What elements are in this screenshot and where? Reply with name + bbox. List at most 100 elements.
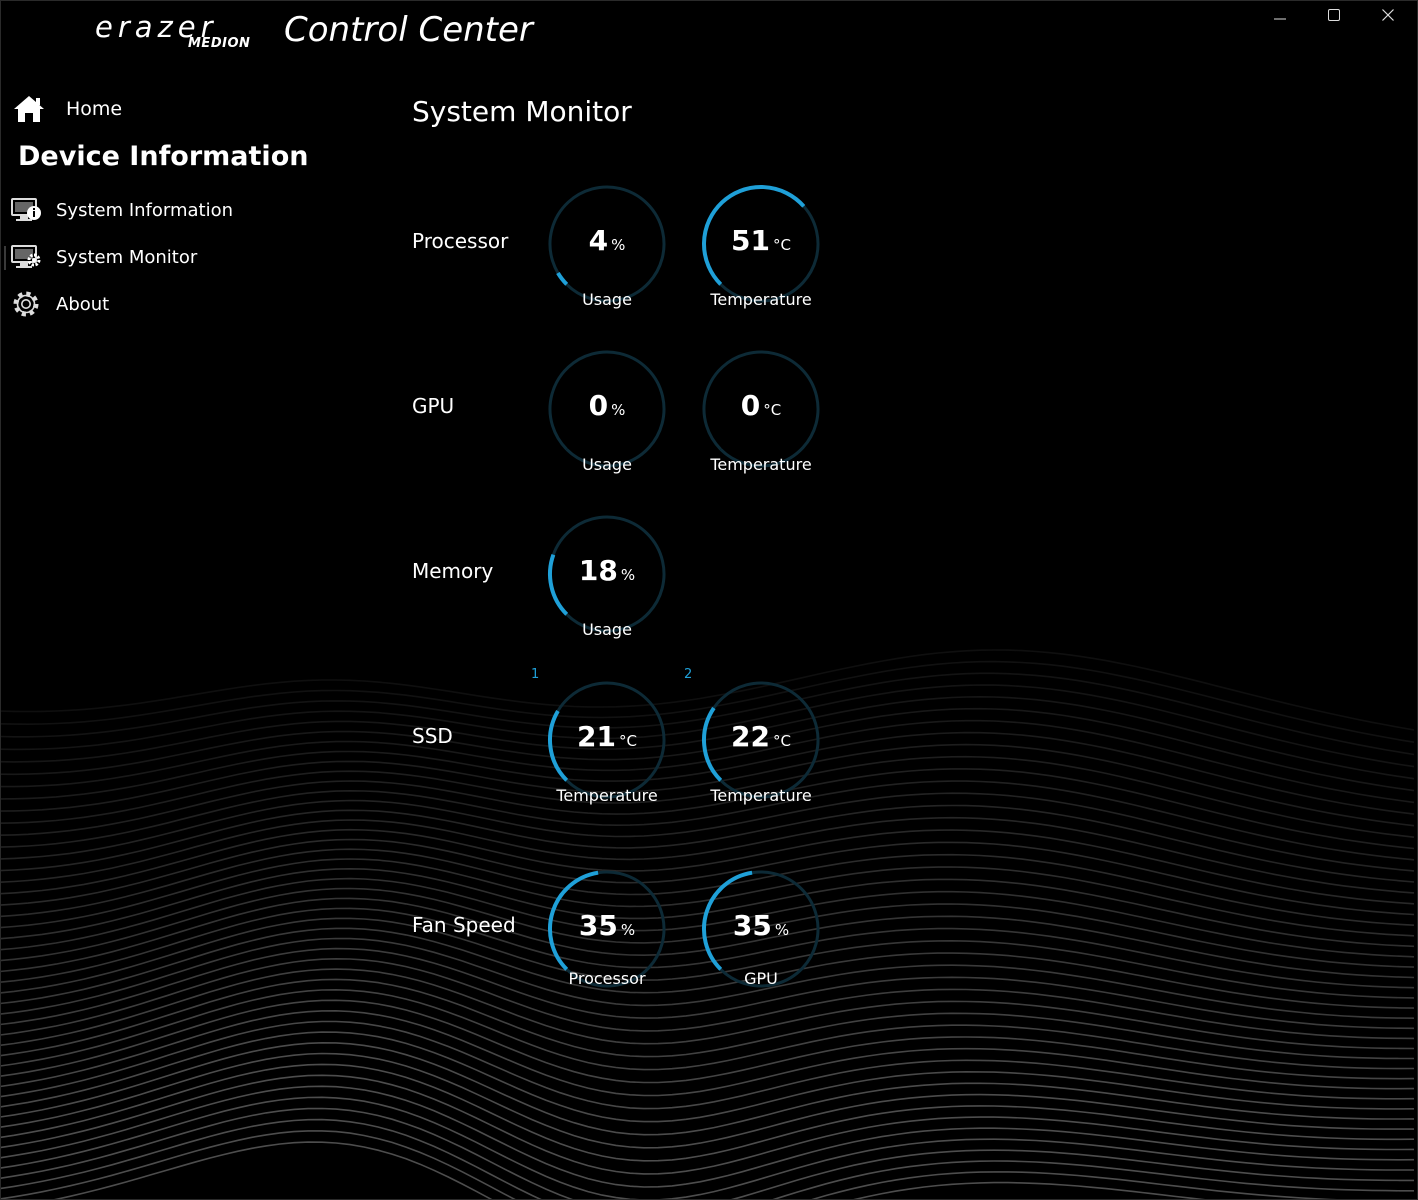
section-title: Device Information [18, 141, 309, 172]
wave-line [0, 927, 1415, 1009]
gauge-label: Usage [582, 620, 632, 639]
gauge-fill [702, 185, 806, 286]
gauge-fill [556, 271, 569, 286]
wave-line [0, 957, 1415, 1040]
gauge-ring [702, 350, 820, 468]
wave-line [48, 1141, 1215, 1200]
page-title: System Monitor [412, 95, 632, 128]
wave-line [0, 768, 1415, 850]
gauge-value: 22 [731, 720, 770, 753]
gauge-ring [548, 870, 666, 988]
sidebar-item-label: System Information [56, 199, 234, 221]
wave-line [0, 743, 1415, 827]
gauge-unit: °C [763, 401, 782, 419]
row-label-processor: Processor [412, 229, 509, 253]
gpu-usage-gauge: 0% Usage [545, 349, 669, 479]
row-label-ssd: SSD [412, 724, 453, 748]
fan-processor-gauge: 35% Processor [545, 869, 669, 999]
ssd2-temperature-gauge: 22 °C Temperature [699, 680, 823, 810]
wave-line [0, 999, 1415, 1084]
gear-icon [13, 291, 39, 317]
gauge-track [702, 350, 820, 468]
gauge-track [548, 350, 666, 468]
gauge-unit: % [620, 921, 636, 939]
minimize-button[interactable] [1260, 8, 1300, 32]
gauge-unit: % [774, 921, 790, 939]
gauge-fill [702, 706, 723, 782]
gauge-unit: % [611, 236, 626, 254]
close-icon [1382, 9, 1394, 21]
sidebar-item-system-information[interactable]: System Information [10, 195, 233, 225]
wave-line [0, 1009, 1415, 1097]
wave-line [0, 816, 1415, 894]
gauge-fill [548, 709, 569, 782]
gauge-value: 0 [740, 389, 761, 422]
wave-line [0, 1074, 1415, 1175]
gauge-ring [548, 185, 666, 303]
gauge-label: Temperature [710, 786, 812, 805]
active-indicator [4, 246, 6, 270]
wave-line [0, 988, 1415, 1071]
gauge-unit: °C [772, 236, 791, 254]
gauge-label: Temperature [556, 786, 658, 805]
wave-line [0, 858, 1415, 937]
maximize-button[interactable] [1314, 8, 1354, 32]
close-button[interactable] [1368, 8, 1408, 32]
gauge-ring [702, 681, 820, 799]
wave-line [0, 877, 1415, 958]
wave-line [0, 1096, 1414, 1200]
row-label-memory: Memory [412, 559, 494, 583]
home-icon [14, 96, 44, 122]
row-label-fan-speed: Fan Speed [412, 913, 516, 937]
gauge-value: 51 [731, 224, 770, 257]
monitor-info-icon [11, 198, 41, 221]
ssd1-temperature-gauge: 21 °C Temperature [545, 680, 669, 810]
gauge-track [548, 185, 666, 303]
wave-line [0, 828, 1415, 905]
wave-line [0, 968, 1415, 1050]
gauge-ring [548, 350, 666, 468]
gauge-value: 4 [588, 224, 609, 257]
wave-line [0, 1052, 1414, 1149]
wave-line [0, 780, 1415, 861]
wave-line [0, 917, 1415, 999]
wave-line [0, 937, 1415, 1019]
wave-line [0, 947, 1415, 1030]
gauge-value: 35 [578, 909, 618, 942]
wave-line [0, 695, 1415, 780]
gauge-label: Temperature [710, 455, 812, 474]
gauge-ring [702, 185, 820, 303]
wave-line [0, 1063, 1415, 1162]
gauge-value: 18 [578, 554, 618, 587]
gauge-unit: °C [772, 732, 791, 750]
wave-line [0, 1041, 1415, 1136]
sidebar-item-system-monitor[interactable]: System Monitor [10, 242, 197, 272]
wave-line [0, 907, 1415, 989]
memory-usage-gauge: 18% Usage [545, 514, 669, 644]
row-label-gpu: GPU [412, 394, 455, 418]
app-title: Control Center [284, 10, 533, 50]
gauge-unit: °C [618, 732, 637, 750]
wave-line [0, 707, 1415, 792]
erazer-medion-logo: erazer MEDION [92, 10, 264, 54]
minimize-icon [1274, 18, 1286, 20]
gauge-ring [548, 515, 666, 633]
gauge-label: Usage [582, 455, 632, 474]
nav-home[interactable]: Home [12, 94, 122, 124]
wave-line [0, 660, 1415, 743]
gauge-ring [548, 681, 666, 799]
maximize-icon [1328, 9, 1340, 21]
processor-temperature-gauge: 51 °C Temperature [699, 184, 823, 314]
wave-line [0, 848, 1415, 926]
logo-brand: erazer [95, 10, 218, 44]
gauge-label: Processor [568, 969, 646, 988]
logo-sub: MEDION [188, 36, 251, 51]
gauge-value: 21 [577, 720, 616, 753]
ssd-index-2: 2 [684, 667, 693, 682]
wave-line [0, 1130, 1373, 1200]
wave-line [0, 1118, 1414, 1200]
wave-line [0, 1107, 1414, 1200]
nav-home-label: Home [66, 98, 123, 120]
sidebar-item-about[interactable]: About [10, 289, 109, 319]
